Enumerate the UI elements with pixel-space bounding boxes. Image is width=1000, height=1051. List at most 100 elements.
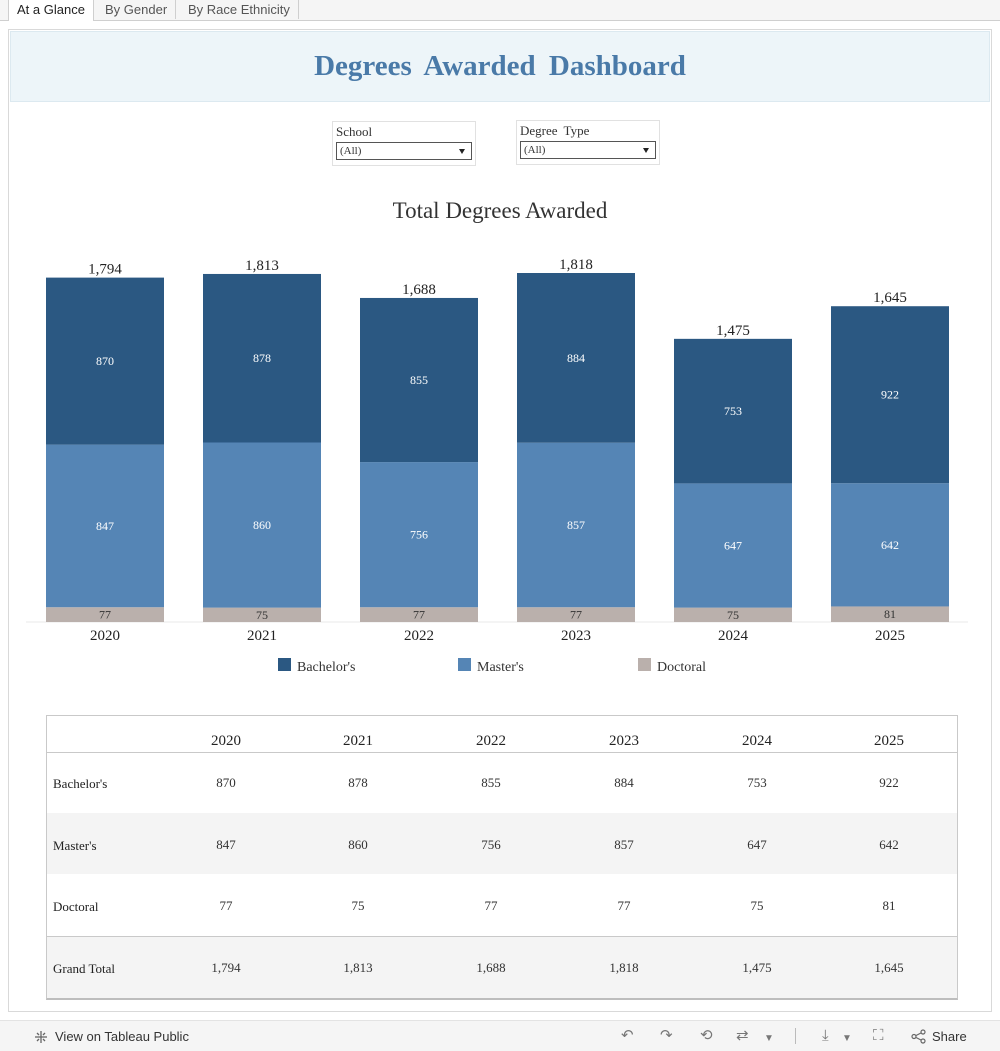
table-cell: 77 — [484, 898, 498, 913]
bar-bachelors-2024[interactable] — [674, 338, 792, 484]
total-label-2023: 1,818 — [559, 257, 593, 273]
table-cell: 1,794 — [211, 960, 241, 975]
bar-masters-2024[interactable] — [674, 483, 792, 608]
degree-type-filter: Degree Type (All) — [516, 120, 660, 165]
tableau-toolbar: View on Tableau Public ↶ ↷ ⟲ ⇄ ▼ ⤓ ▼ ⛶ S… — [0, 1020, 1000, 1051]
toolbar-divider — [795, 1028, 796, 1044]
bar-bachelors-2021[interactable] — [203, 273, 321, 443]
table-row-grand-total: Grand Total 1,794 1,813 1,688 1,818 1,47… — [47, 936, 957, 998]
download-icon[interactable]: ⤓ — [822, 1027, 829, 1044]
data-label-masters-2020: 847 — [96, 519, 114, 533]
table-cell: 855 — [481, 775, 501, 790]
x-tick-label-2022: 2022 — [404, 628, 434, 644]
chevron-down-icon — [643, 148, 649, 153]
table-cell: 878 — [348, 775, 368, 790]
legend-swatch-masters — [458, 658, 471, 671]
table-cell: 860 — [348, 837, 368, 852]
bar-masters-2020[interactable] — [46, 444, 164, 608]
table-cell: 77 — [617, 898, 631, 913]
table-row: Bachelor's 870 878 855 884 753 922 — [47, 752, 957, 813]
share-icon[interactable] — [911, 1029, 926, 1044]
data-label-bachelors-2025: 922 — [881, 388, 899, 402]
x-tick-label-2025: 2025 — [875, 628, 905, 644]
undo-icon[interactable]: ↶ — [621, 1027, 634, 1044]
bar-doctoral-2023[interactable] — [517, 607, 635, 622]
chevron-down-icon — [459, 149, 465, 154]
table-column-header: 2024 — [742, 733, 772, 749]
x-tick-label-2024: 2024 — [718, 628, 749, 644]
legend-label-masters: Master's — [477, 660, 524, 675]
bar-masters-2022[interactable] — [360, 462, 478, 608]
total-label-2024: 1,475 — [716, 323, 750, 339]
data-table: 2020 2021 2022 2023 2024 2025 Bachelor's… — [46, 715, 958, 1000]
legend-label-doctoral: Doctoral — [657, 660, 706, 675]
bar-doctoral-2020[interactable] — [46, 607, 164, 622]
share-button[interactable]: Share — [932, 1029, 967, 1044]
total-label-2021: 1,813 — [245, 258, 279, 274]
total-label-2022: 1,688 — [402, 282, 436, 298]
table-column-header: 2022 — [476, 733, 506, 749]
bar-doctoral-2021[interactable] — [203, 607, 321, 622]
table-cell: 81 — [882, 898, 896, 913]
table-cell: 1,813 — [343, 960, 373, 975]
table-cell: 75 — [351, 898, 365, 913]
tab-at-a-glance[interactable]: At a Glance — [8, 0, 94, 21]
table-header: 2020 2021 2022 2023 2024 2025 — [47, 716, 957, 753]
data-label-doctoral-2024: 75 — [727, 608, 739, 622]
table-cell: 922 — [879, 775, 899, 790]
revert-icon[interactable]: ⟲ — [700, 1027, 713, 1044]
total-label-2020: 1,794 — [88, 262, 122, 278]
bar-masters-2025[interactable] — [831, 483, 949, 607]
table-cell: 647 — [747, 837, 767, 852]
bar-masters-2023[interactable] — [517, 442, 635, 608]
tab-by-gender[interactable]: By Gender — [97, 0, 177, 19]
tab-by-race-ethnicity[interactable]: By Race Ethnicity — [180, 0, 299, 19]
x-tick-label-2020: 2020 — [90, 628, 120, 644]
bar-bachelors-2023[interactable] — [517, 273, 635, 443]
bar-doctoral-2022[interactable] — [360, 607, 478, 622]
school-select[interactable]: (All) — [336, 142, 472, 160]
redo-icon[interactable]: ↷ — [660, 1027, 673, 1044]
data-label-bachelors-2021: 878 — [253, 351, 271, 365]
table-column-header: 2020 — [211, 733, 241, 749]
table-row: Doctoral 77 75 77 77 75 81 — [47, 874, 957, 935]
bar-bachelors-2022[interactable] — [360, 297, 478, 463]
refresh-icon[interactable]: ⇄ — [736, 1027, 749, 1044]
table-cell: 1,645 — [874, 960, 904, 975]
bar-doctoral-2025[interactable] — [831, 606, 949, 622]
table-cell: 857 — [614, 837, 634, 852]
data-label-doctoral-2025: 81 — [884, 607, 896, 621]
x-tick-label-2021: 2021 — [247, 628, 277, 644]
data-label-doctoral-2022: 77 — [413, 608, 425, 622]
total-label-2025: 1,645 — [873, 290, 907, 306]
row-label: Bachelor's — [53, 776, 108, 791]
bar-doctoral-2024[interactable] — [674, 607, 792, 622]
school-select-value: (All) — [340, 145, 362, 157]
row-label: Grand Total — [53, 961, 116, 976]
school-filter-label: School — [336, 124, 373, 139]
table-cell: 1,688 — [476, 960, 506, 975]
data-label-bachelors-2022: 855 — [410, 373, 428, 387]
page-title: Degrees Awarded Dashboard — [314, 50, 686, 82]
data-label-bachelors-2024: 753 — [724, 404, 742, 418]
fullscreen-icon[interactable]: ⛶ — [873, 1027, 884, 1044]
legend-label-bachelors: Bachelor's — [297, 660, 356, 675]
data-label-doctoral-2021: 75 — [256, 608, 268, 622]
bar-masters-2021[interactable] — [203, 442, 321, 608]
data-label-doctoral-2020: 77 — [99, 608, 111, 622]
table-column-header: 2023 — [609, 733, 639, 749]
degree-type-filter-label: Degree Type — [520, 123, 590, 138]
bar-bachelors-2020[interactable] — [46, 277, 164, 445]
row-label: Doctoral — [53, 899, 99, 914]
table-cell: 870 — [216, 775, 236, 790]
table-cell: 77 — [219, 898, 233, 913]
data-label-masters-2025: 642 — [881, 538, 899, 552]
school-filter: School (All) — [332, 121, 476, 166]
degree-type-select[interactable]: (All) — [520, 141, 656, 159]
bar-bachelors-2025[interactable] — [831, 306, 949, 484]
chevron-down-icon[interactable]: ▼ — [764, 1033, 774, 1044]
data-label-bachelors-2020: 870 — [96, 354, 114, 368]
view-on-tableau-public-link[interactable]: View on Tableau Public — [55, 1029, 189, 1044]
table-cell: 753 — [747, 775, 767, 790]
chevron-down-icon[interactable]: ▼ — [842, 1033, 852, 1044]
